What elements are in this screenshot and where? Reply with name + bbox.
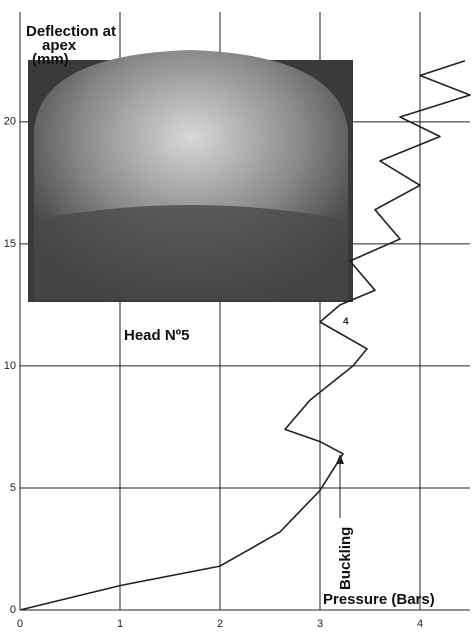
- y-tick-label: 20: [4, 116, 16, 128]
- x-axis-label: Pressure (Bars): [323, 591, 435, 608]
- annotation: 4: [343, 317, 349, 328]
- x-tick-label: 3: [317, 618, 323, 630]
- x-tick-label: 0: [17, 618, 23, 630]
- annotation: Buckling: [337, 527, 354, 590]
- annotation: Head Nº5: [124, 327, 190, 344]
- y-tick-label: 15: [4, 238, 16, 250]
- y-tick-label: 5: [10, 482, 16, 494]
- y-tick-label: 10: [4, 360, 16, 372]
- x-tick-label: 1: [117, 618, 123, 630]
- chart: Head Nº5 Buckling 4 Pressure (Bars) 0 1 2 3…: [0, 0, 472, 633]
- x-tick-label: 4: [417, 618, 423, 630]
- y-axis-label: (mm): [32, 51, 69, 68]
- x-tick-label: 2: [217, 618, 223, 630]
- photo-inset: [28, 50, 353, 302]
- y-tick-label: 0: [10, 604, 16, 616]
